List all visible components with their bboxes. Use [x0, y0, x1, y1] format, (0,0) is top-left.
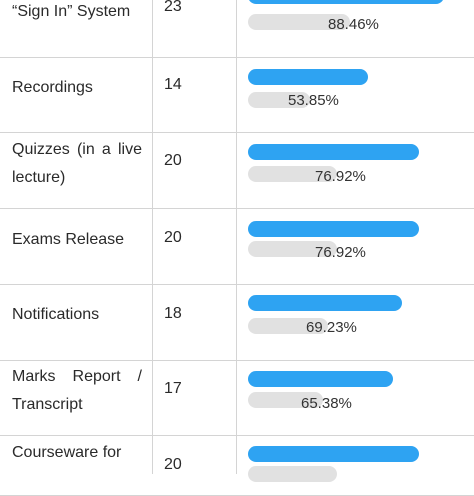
- response-count: 17: [164, 380, 182, 397]
- table-row: “Sign In” System 23 88.46%: [0, 0, 474, 58]
- feature-name: Notifications: [12, 306, 100, 323]
- table-row: Exams Release 20 76.92%: [0, 208, 474, 285]
- percent-bar: [248, 69, 368, 85]
- percent-label: 88.46%: [328, 16, 379, 33]
- percent-track: [248, 241, 337, 257]
- response-count: 20: [164, 456, 182, 473]
- percent-bar: [248, 446, 419, 462]
- percent-bar: [248, 295, 402, 311]
- percent-track: [248, 318, 328, 334]
- percent-label: 76.92%: [315, 244, 366, 261]
- response-count: 23: [164, 0, 182, 15]
- percent-label: 53.85%: [288, 92, 339, 109]
- feature-name: Recordings: [12, 79, 93, 96]
- table-row: Recordings 14 53.85%: [0, 57, 474, 133]
- response-count: 20: [164, 229, 182, 246]
- response-count: 14: [164, 76, 182, 93]
- table-row: Courseware for 20: [0, 435, 474, 496]
- percent-label: 76.92%: [315, 168, 366, 185]
- feature-name: Exams Release: [12, 231, 125, 248]
- percent-track: [248, 14, 350, 30]
- response-count: 20: [164, 152, 182, 169]
- percent-track: [248, 392, 323, 408]
- percent-track: [248, 466, 337, 482]
- column-divider: [236, 0, 237, 474]
- percent-label: 65.38%: [301, 395, 352, 412]
- percent-bar: [248, 144, 419, 160]
- percent-bar: [248, 221, 419, 237]
- percent-bar: [248, 371, 393, 387]
- table-row: Quizzes (in a live lecture) 20 76.92%: [0, 132, 474, 209]
- feature-name: “Sign In” System: [12, 3, 131, 20]
- percent-label: 69.23%: [306, 319, 357, 336]
- feature-name: Courseware for: [12, 444, 122, 461]
- response-count: 18: [164, 305, 182, 322]
- column-divider: [152, 0, 153, 474]
- feature-name: Marks Report / Transcript: [12, 368, 142, 413]
- table-row: Marks Report / Transcript 17 65.38%: [0, 360, 474, 436]
- percent-track: [248, 166, 337, 182]
- feature-name: Quizzes (in a live lecture): [12, 141, 142, 186]
- percent-bar: [248, 0, 444, 4]
- table-row: Notifications 18 69.23%: [0, 284, 474, 361]
- percent-track: [248, 92, 310, 108]
